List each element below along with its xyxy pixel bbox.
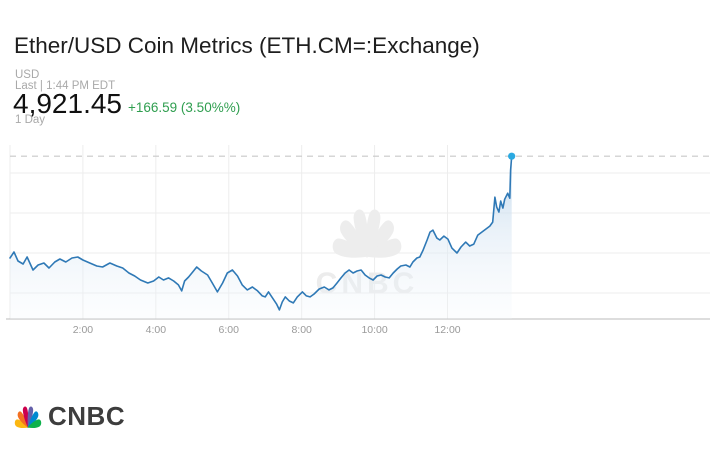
x-tick-label: 6:00 [219,324,240,336]
price-line [9,155,513,311]
cnbc-logo: CNBC [13,399,125,429]
last-price-dot [508,152,516,160]
price-area [10,156,512,319]
x-tick-label: 10:00 [361,324,387,336]
x-tick-label: 8:00 [291,324,312,336]
x-tick-label: 12:00 [434,324,460,336]
x-tick-label: 4:00 [146,324,167,336]
cnbc-peacock-icon [14,406,42,429]
currency-label: USD [15,69,40,81]
price-change-value: +166.59 (3.50%%) [128,100,241,115]
page-title: Ether/USD Coin Metrics (ETH.CM=:Exchange… [14,33,480,58]
last-price-value: 4,921.45 [13,88,122,119]
cnbc-wordmark: CNBC [48,401,126,431]
last-timestamp: Last | 1:44 PM EDT [15,80,116,92]
range-label: 1 Day [15,114,46,126]
x-tick-label: 2:00 [73,324,94,336]
